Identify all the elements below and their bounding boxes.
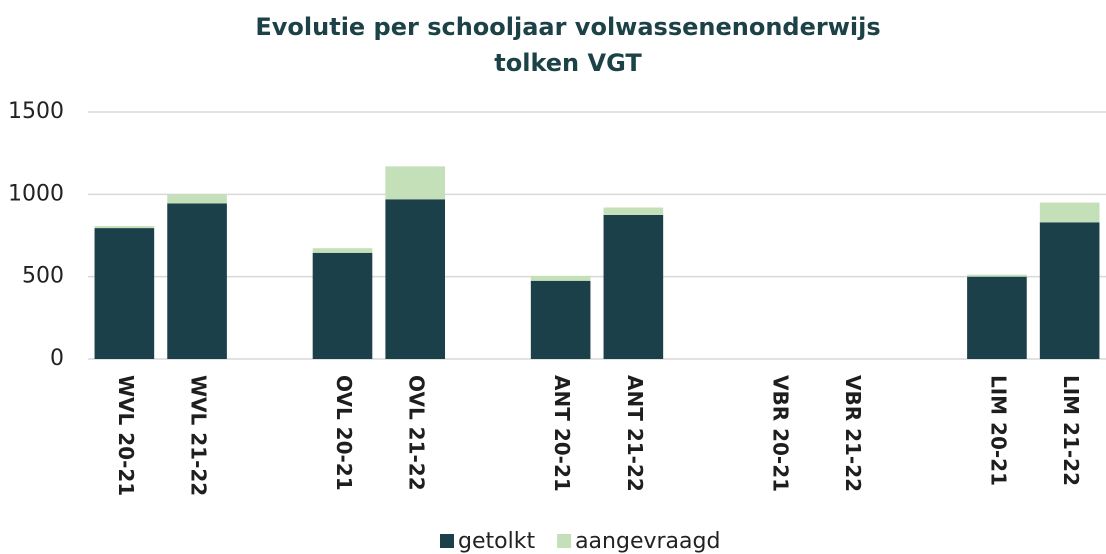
bar-segment — [967, 274, 1027, 277]
bar-segment — [385, 199, 446, 359]
y-tick-label: 1000 — [8, 181, 64, 206]
bar-segment — [167, 203, 227, 359]
bar-segment — [603, 207, 664, 215]
x-tick-label: VBR 21-22 — [841, 375, 865, 492]
bar-segment — [530, 280, 591, 359]
x-tick-label: WVL 21-22 — [187, 375, 211, 496]
bar-segment — [1039, 222, 1100, 359]
x-tick-label: WVL 20-21 — [114, 375, 138, 496]
x-tick-label: LIM 20-21 — [986, 375, 1010, 486]
bar-segment — [312, 252, 373, 359]
bar-segment — [312, 248, 373, 253]
legend-swatch — [440, 534, 454, 548]
chart-title: Evolutie per schooljaar volwassenenonder… — [255, 13, 880, 41]
x-tick-label: ANT 20-21 — [550, 375, 574, 492]
bar-segment — [967, 276, 1027, 359]
x-tick-label: VBR 20-21 — [768, 375, 792, 492]
bar-segment — [1039, 202, 1100, 223]
legend-swatch — [557, 534, 572, 548]
legend-label: getolkt — [458, 529, 535, 554]
bar-segment — [94, 228, 155, 359]
bar-segment — [603, 214, 664, 359]
bar-segment — [167, 194, 227, 204]
bar-segment — [385, 166, 446, 200]
y-tick-label: 1500 — [8, 99, 64, 124]
bar-segment — [94, 226, 155, 229]
bar-segment — [530, 275, 591, 281]
x-tick-label: OVL 21-22 — [405, 375, 429, 491]
legend-label: aangevraagd — [575, 529, 720, 554]
y-tick-label: 500 — [22, 264, 64, 289]
x-tick-label: LIM 21-22 — [1059, 375, 1083, 486]
chart-title: tolken VGT — [494, 49, 642, 77]
y-tick-label: 0 — [50, 346, 64, 371]
x-tick-label: OVL 20-21 — [332, 375, 356, 491]
x-tick-label: ANT 21-22 — [623, 375, 647, 492]
